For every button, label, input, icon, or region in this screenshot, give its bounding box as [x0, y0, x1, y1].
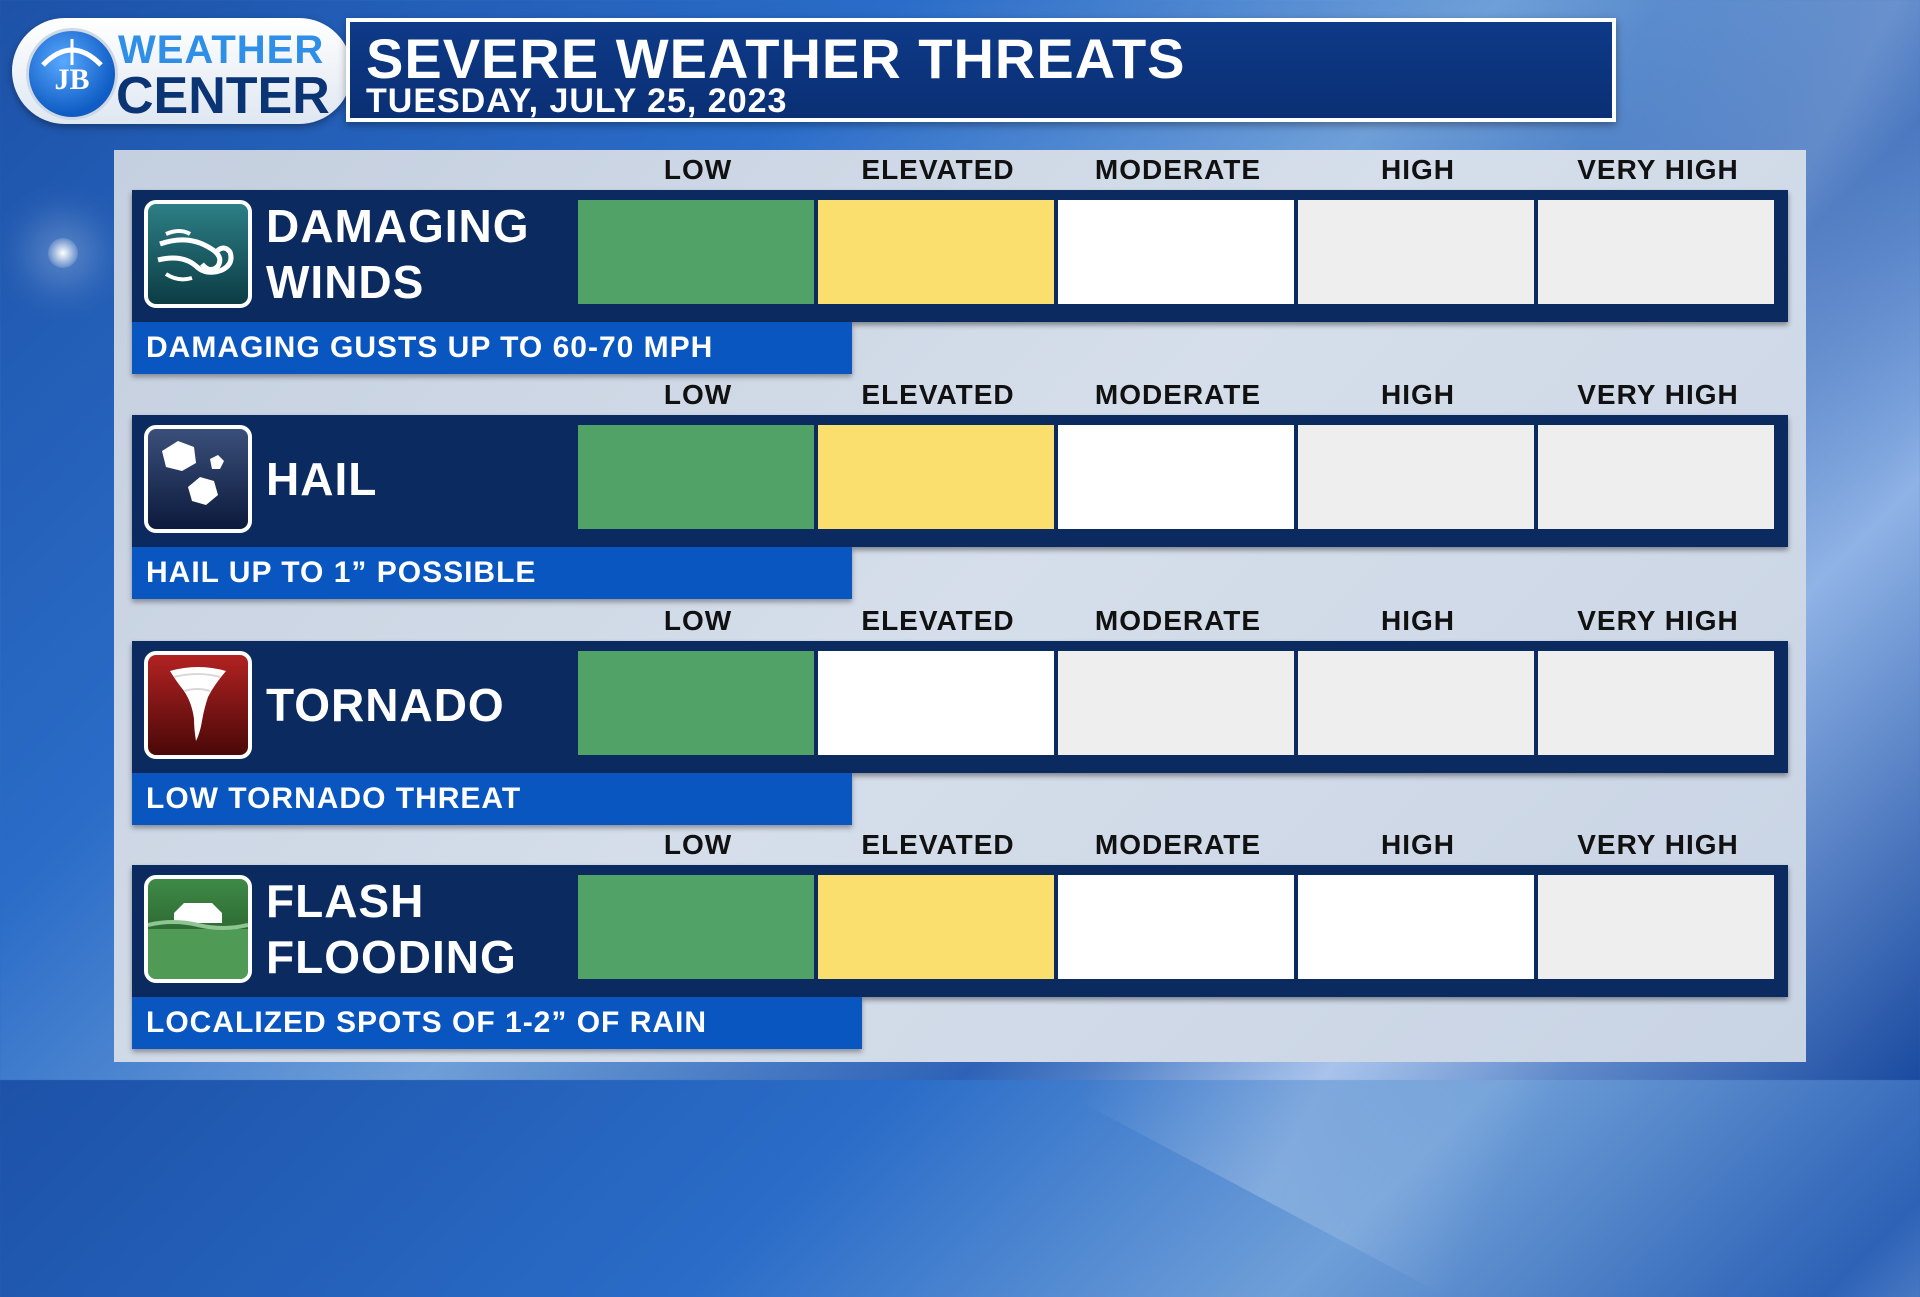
level-header: LOW ELEVATED MODERATE HIGH VERY HIGH [578, 825, 1778, 869]
threat-row-hail: LOW ELEVATED MODERATE HIGH VERY HIGH HAI… [114, 375, 1806, 600]
level-label-elevated: ELEVATED [861, 829, 1015, 860]
scale-cell-elevated [818, 200, 1054, 304]
logo-text-center: CENTER [116, 67, 330, 125]
level-label-high: HIGH [1381, 154, 1455, 185]
scale-cell-moderate [1058, 200, 1294, 304]
threat-row-damaging-winds: LOW ELEVATED MODERATE HIGH VERY HIGH DAM… [114, 150, 1806, 375]
scale-cell-elevated [818, 875, 1054, 979]
level-label-moderate: MODERATE [1094, 379, 1262, 410]
level-label-low: LOW [663, 605, 733, 636]
threat-scale [578, 875, 1778, 979]
threat-scale [578, 651, 1778, 755]
threat-bar: TORNADO [132, 641, 1788, 773]
hazard-name-line1: TORNADO [266, 679, 505, 731]
hail-icon [144, 425, 252, 533]
scale-cell-very-high [1538, 875, 1774, 979]
scale-cell-high [1298, 651, 1534, 755]
level-label-very-high: VERY HIGH [1577, 605, 1739, 636]
logo-initials: JB [54, 63, 90, 96]
level-label-low: LOW [663, 379, 733, 410]
scale-cell-very-high [1538, 425, 1774, 529]
scale-cell-high [1298, 425, 1534, 529]
threat-description: HAIL UP TO 1” POSSIBLE [132, 547, 852, 599]
level-label-elevated: ELEVATED [861, 605, 1015, 636]
threat-description: LOCALIZED SPOTS OF 1-2” OF RAIN [132, 997, 862, 1049]
level-label-high: HIGH [1381, 379, 1455, 410]
scale-cell-low [578, 651, 814, 755]
level-header: LOW ELEVATED MODERATE HIGH VERY HIGH [578, 601, 1778, 645]
threat-bar: FLASH FLOODING [132, 865, 1788, 997]
hazard-name: HAIL [266, 451, 576, 507]
hazard-name-line1: DAMAGING [266, 200, 530, 252]
scale-cell-low [578, 200, 814, 304]
scale-cell-very-high [1538, 651, 1774, 755]
level-label-high: HIGH [1381, 605, 1455, 636]
level-label-low: LOW [663, 829, 733, 860]
hazard-name: FLASH FLOODING [266, 873, 576, 985]
scale-cell-low [578, 425, 814, 529]
scale-cell-high [1298, 200, 1534, 304]
hazard-name-line1: FLASH [266, 875, 425, 927]
threat-bar: HAIL [132, 415, 1788, 547]
page-title: SEVERE WEATHER THREATS [366, 27, 1186, 90]
wind-icon [144, 200, 252, 308]
level-label-high: HIGH [1381, 829, 1455, 860]
level-label-very-high: VERY HIGH [1577, 829, 1739, 860]
scale-cell-elevated [818, 651, 1054, 755]
logo-text-weather: WEATHER [118, 28, 325, 72]
level-label-moderate: MODERATE [1094, 154, 1262, 185]
jb-logo-icon: JB [26, 28, 118, 120]
scale-cell-moderate [1058, 425, 1294, 529]
threat-bar: DAMAGING WINDS [132, 190, 1788, 322]
scale-cell-low [578, 875, 814, 979]
level-header: LOW ELEVATED MODERATE HIGH VERY HIGH [578, 150, 1778, 194]
threat-scale [578, 200, 1778, 304]
level-label-moderate: MODERATE [1094, 829, 1262, 860]
background-lens-flare [48, 238, 78, 268]
threat-row-flash-flooding: LOW ELEVATED MODERATE HIGH VERY HIGH FLA… [114, 825, 1806, 1050]
hazard-name-line2: FLOODING [266, 931, 517, 983]
threat-scale [578, 425, 1778, 529]
tornado-icon [144, 651, 252, 759]
level-label-moderate: MODERATE [1094, 605, 1262, 636]
threat-description: LOW TORNADO THREAT [132, 773, 852, 825]
weather-center-logo: JB WEATHER CENTER [12, 18, 352, 125]
level-label-elevated: ELEVATED [861, 379, 1015, 410]
scale-cell-very-high [1538, 200, 1774, 304]
level-label-very-high: VERY HIGH [1577, 154, 1739, 185]
page-date: TUESDAY, JULY 25, 2023 [366, 82, 788, 120]
level-label-very-high: VERY HIGH [1577, 379, 1739, 410]
threat-description: DAMAGING GUSTS UP TO 60-70 MPH [132, 322, 852, 374]
threat-row-tornado: LOW ELEVATED MODERATE HIGH VERY HIGH TOR… [114, 601, 1806, 826]
scale-cell-moderate [1058, 875, 1294, 979]
level-label-elevated: ELEVATED [861, 154, 1015, 185]
hazard-name-line2: WINDS [266, 256, 425, 308]
scale-cell-high [1298, 875, 1534, 979]
title-bar: SEVERE WEATHER THREATS TUESDAY, JULY 25,… [346, 18, 1616, 122]
hazard-name: TORNADO [266, 677, 576, 733]
level-label-low: LOW [663, 154, 733, 185]
flood-icon [144, 875, 252, 983]
scale-cell-elevated [818, 425, 1054, 529]
hazard-name: DAMAGING WINDS [266, 198, 576, 310]
hazard-name-line1: HAIL [266, 453, 378, 505]
level-header: LOW ELEVATED MODERATE HIGH VERY HIGH [578, 375, 1778, 419]
threats-panel: LOW ELEVATED MODERATE HIGH VERY HIGH DAM… [114, 150, 1806, 1062]
scale-cell-moderate [1058, 651, 1294, 755]
